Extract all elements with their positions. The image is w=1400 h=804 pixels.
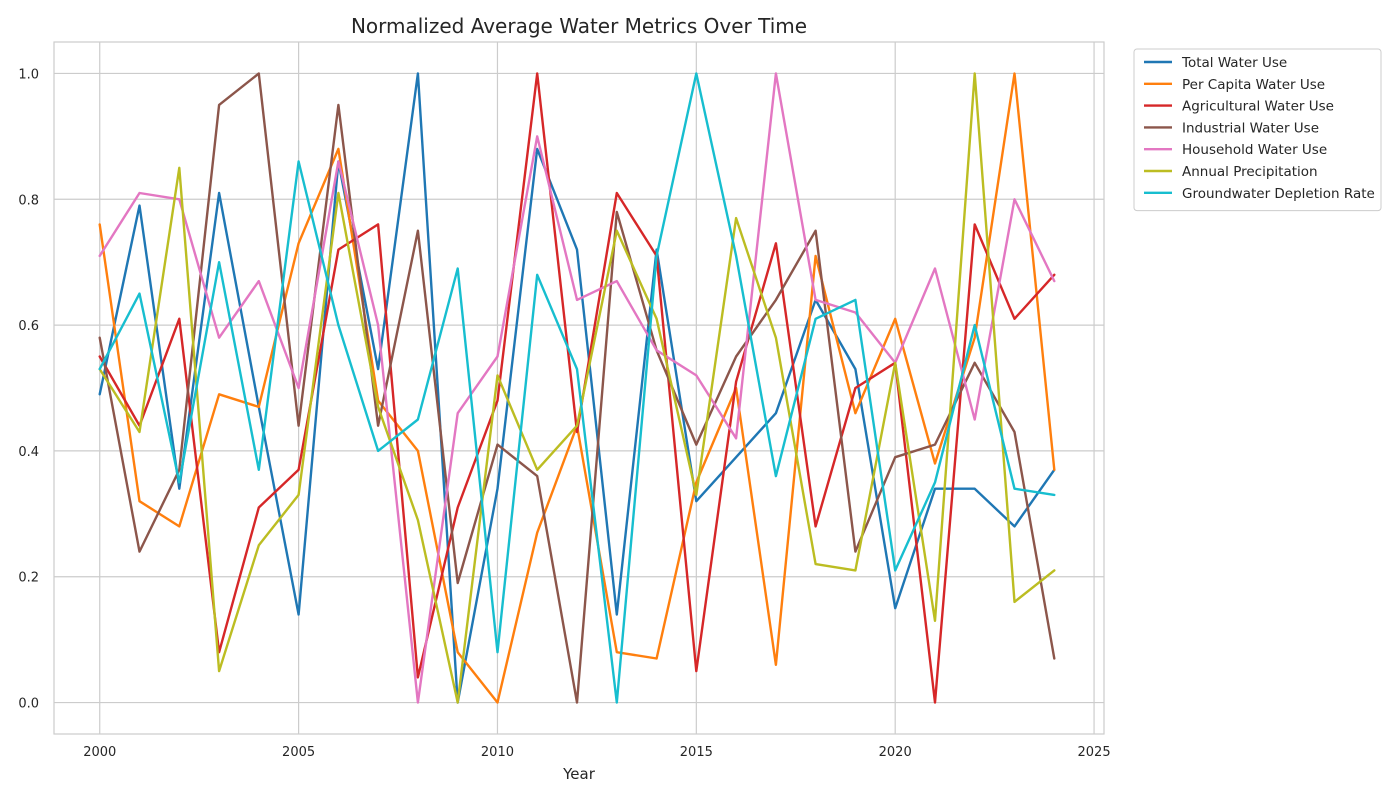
x-tick-label: 2015 — [680, 745, 713, 760]
y-tick-label: 0.2 — [18, 571, 39, 586]
x-tick-label: 2010 — [481, 745, 514, 760]
legend-item: Groundwater Depletion Rate — [1144, 186, 1375, 202]
legend-label: Total Water Use — [1181, 55, 1287, 71]
x-tick-label: 2025 — [1078, 745, 1111, 760]
x-tick-label: 2020 — [879, 745, 912, 760]
legend-item: Annual Precipitation — [1144, 164, 1318, 180]
legend-label: Industrial Water Use — [1182, 120, 1319, 136]
plot-frame — [53, 41, 1105, 735]
series-line-industrial-water-use — [98, 72, 1056, 704]
x-axis-label: Year — [562, 765, 596, 783]
legend: Total Water Use Per Capita Water Use Agric… — [1133, 48, 1382, 212]
x-axis-ticks: 2000 2005 2010 2015 2020 2025 — [83, 745, 1110, 760]
y-tick-label: 0.0 — [18, 697, 39, 712]
legend-item: Total Water Use — [1144, 55, 1287, 71]
y-axis-ticks: 0.0 0.2 0.4 0.6 0.8 1.0 — [18, 67, 39, 711]
legend-label: Per Capita Water Use — [1182, 77, 1325, 93]
legend-item: Household Water Use — [1144, 142, 1327, 158]
legend-item: Per Capita Water Use — [1144, 77, 1325, 93]
series-lines — [98, 72, 1056, 704]
series-line-groundwater-depletion-rate — [98, 72, 1056, 704]
grid — [54, 42, 1104, 734]
y-tick-label: 0.8 — [18, 193, 39, 208]
legend-box — [1133, 48, 1382, 212]
legend-label: Groundwater Depletion Rate — [1182, 186, 1375, 202]
y-tick-label: 1.0 — [18, 67, 39, 82]
series-line-annual-precipitation — [98, 72, 1056, 704]
chart-title: Normalized Average Water Metrics Over Ti… — [351, 14, 807, 38]
legend-item: Agricultural Water Use — [1144, 99, 1334, 115]
x-tick-label: 2000 — [83, 745, 116, 760]
legend-label: Household Water Use — [1182, 142, 1327, 158]
legend-label: Annual Precipitation — [1182, 164, 1318, 180]
legend-label: Agricultural Water Use — [1182, 99, 1334, 115]
y-tick-label: 0.6 — [18, 319, 39, 334]
legend-item: Industrial Water Use — [1144, 120, 1319, 136]
x-tick-label: 2005 — [282, 745, 315, 760]
y-tick-label: 0.4 — [18, 445, 39, 460]
